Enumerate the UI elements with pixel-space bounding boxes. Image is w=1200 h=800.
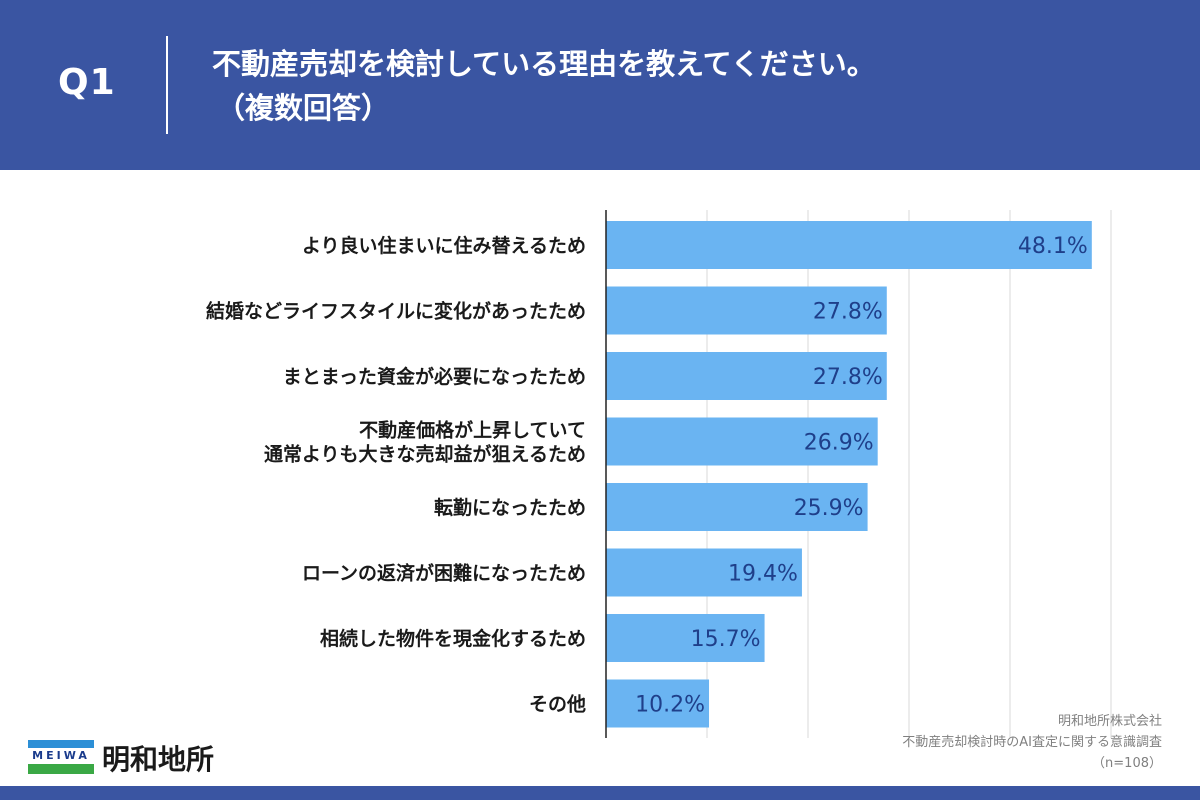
bar (606, 417, 878, 466)
bar (606, 679, 710, 728)
category-label: 転勤になったため (434, 496, 586, 519)
value-label: 48.1% (1018, 234, 1088, 259)
logo-mark-text: MEIWA (32, 749, 90, 762)
value-label: 25.9% (794, 496, 864, 521)
header-divider (166, 36, 168, 134)
value-label: 19.4% (728, 562, 798, 587)
bar (606, 221, 1092, 269)
category-label: 不動産価格が上昇していて (359, 419, 586, 442)
value-label: 26.9% (804, 431, 874, 456)
chart-panel: 48.1% より良い住まいに住み替えるため 27.8% 結婚などライフスタイルに変化が… (0, 170, 1200, 786)
value-label: 10.2% (635, 693, 705, 718)
question-number: Q1 (58, 62, 116, 103)
logo-stripe-blue (28, 740, 94, 748)
category-label: まとまった資金が必要になったため (283, 365, 586, 388)
bar (606, 614, 765, 662)
logo-company-name: 明和地所 (102, 743, 215, 776)
bar (606, 286, 887, 335)
question-title-line2: （複数回答） (216, 91, 391, 125)
bar (606, 548, 802, 597)
header: Q1 不動産売却を検討している理由を教えてください。 （複数回答） (0, 0, 1200, 170)
category-label: その他 (529, 693, 586, 716)
question-title-line1: 不動産売却を検討している理由を教えてください。 (212, 47, 876, 81)
value-label: 27.8% (813, 300, 883, 325)
bar-chart: 48.1% より良い住まいに住み替えるため 27.8% 結婚などライフスタイルに変化が… (206, 210, 1112, 738)
value-label: 15.7% (691, 627, 761, 652)
question-title: 不動産売却を検討している理由を教えてください。 （複数回答） (212, 42, 876, 130)
source-note: 明和地所株式会社 不動産売却検討時のAI査定に関する意識調査 （n=108） (902, 711, 1162, 774)
category-label: 通常よりも大きな売却益が狙えるため (264, 443, 586, 466)
category-label: 相続した物件を現金化するため (320, 627, 586, 650)
bar (606, 483, 868, 531)
source-survey: 不動産売却検討時のAI査定に関する意識調査 (902, 735, 1162, 750)
category-label: ローンの返済が困難になったため (302, 562, 586, 585)
bar (606, 352, 887, 400)
category-label: より良い住まいに住み替えるため (302, 234, 586, 257)
category-label: 結婚などライフスタイルに変化があったため (206, 300, 586, 323)
value-label: 27.8% (813, 365, 883, 390)
source-sample-size: （n=108） (1092, 756, 1162, 771)
source-company: 明和地所株式会社 (1057, 714, 1162, 729)
logo-mark: MEIWA (28, 740, 94, 774)
logo-stripe-green (28, 764, 94, 774)
